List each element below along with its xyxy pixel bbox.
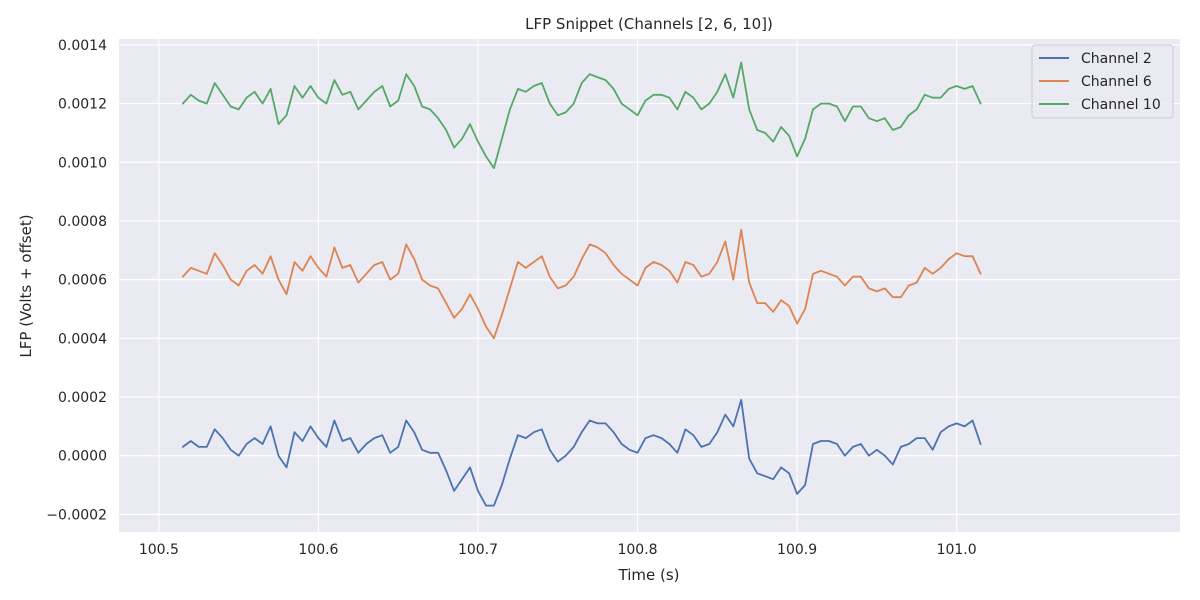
y-tick-label: 0.0010	[58, 155, 107, 171]
y-tick-label: 0.0000	[58, 449, 107, 465]
y-axis-ticks: −0.0002 0.0000 0.0002 0.0004 0.0006 0.0008 0.0…	[46, 38, 107, 524]
y-tick-label: 0.0008	[58, 214, 107, 230]
y-tick-label: 0.0014	[58, 38, 107, 54]
x-tick-label: 100.8	[617, 542, 657, 558]
y-tick-label: 0.0002	[58, 390, 107, 406]
series-line-channel-2	[181, 398, 982, 507]
y-tick-label: 0.0004	[58, 331, 107, 347]
legend-label-channel-6: Channel 6	[1081, 74, 1152, 90]
y-tick-label: 0.0006	[58, 273, 107, 289]
y-tick-label: 0.0012	[58, 97, 107, 113]
x-tick-label: 100.9	[777, 542, 817, 558]
grid	[119, 39, 1180, 532]
y-axis-label: LFP (Volts + offset)	[17, 214, 35, 357]
legend-label-channel-10: Channel 10	[1081, 97, 1161, 113]
chart-title: LFP Snippet (Channels [2, 6, 10])	[525, 15, 773, 33]
x-tick-label: 101.0	[937, 542, 977, 558]
legend: Channel 2 Channel 6 Channel 10	[1031, 44, 1174, 119]
legend-box	[1031, 44, 1174, 119]
x-axis-ticks: 100.5 100.6 100.7 100.8 100.9 101.0	[139, 542, 977, 558]
x-tick-label: 100.5	[139, 542, 179, 558]
plot-area	[119, 39, 1180, 532]
series-lines	[181, 61, 982, 507]
series-line-channel-6	[181, 228, 982, 340]
y-tick-label: −0.0002	[46, 507, 107, 523]
x-tick-label: 100.6	[298, 542, 338, 558]
x-axis-label: Time (s)	[618, 566, 680, 584]
series-line-channel-10	[181, 61, 982, 170]
legend-label-channel-2: Channel 2	[1081, 51, 1152, 67]
x-tick-label: 100.7	[458, 542, 498, 558]
